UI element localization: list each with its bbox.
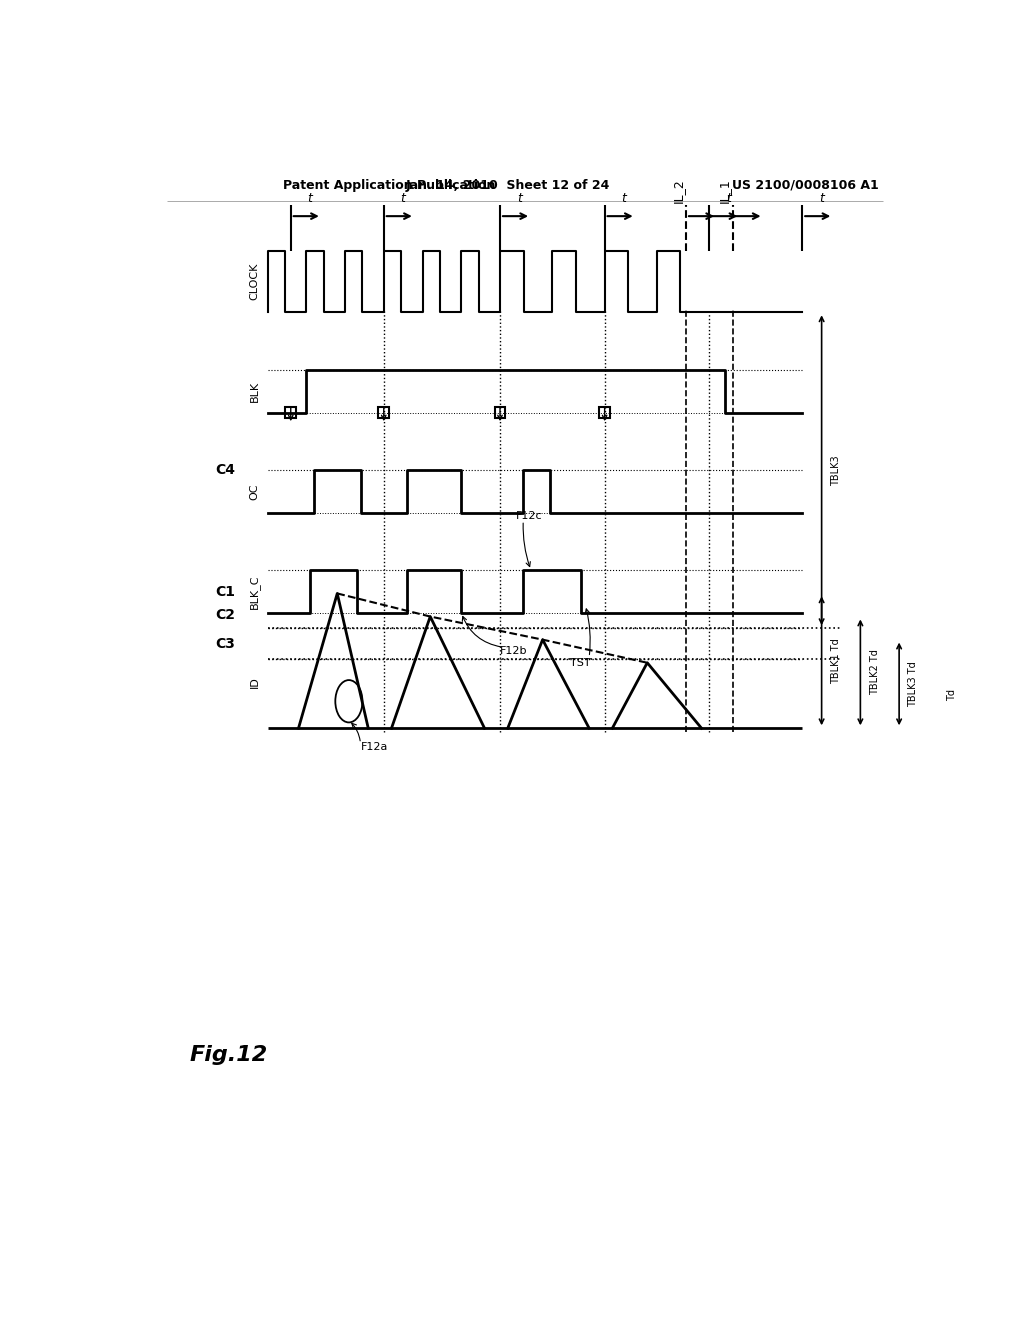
Text: CLOCK: CLOCK [250,263,260,300]
Text: t: t [307,191,312,205]
Bar [599,407,610,418]
Text: BLK_C: BLK_C [249,574,260,609]
Text: IL_1: IL_1 [718,178,731,203]
Text: t: t [726,191,731,205]
Text: Td: Td [947,689,957,701]
Bar [378,407,389,418]
Text: t: t [622,191,627,205]
Text: C4: C4 [215,463,234,478]
Text: C3: C3 [215,636,234,651]
Text: TBLK1 Td: TBLK1 Td [830,638,841,684]
Text: F12b: F12b [500,647,527,656]
Text: TBLK3: TBLK3 [830,455,841,486]
Text: t: t [400,191,406,205]
Text: ID: ID [250,676,260,688]
Text: BLK: BLK [250,380,260,401]
Text: TBLK2 Td: TBLK2 Td [869,649,880,696]
Text: F12a: F12a [360,742,388,752]
Text: IL_2: IL_2 [672,178,685,203]
Text: TBLK3 Td: TBLK3 Td [908,661,919,706]
Text: t: t [819,191,824,205]
Text: C1: C1 [215,585,234,598]
Text: Jan. 14, 2010  Sheet 12 of 24: Jan. 14, 2010 Sheet 12 of 24 [406,178,610,191]
Text: Patent Application Publication: Patent Application Publication [283,178,496,191]
Bar [495,407,506,418]
Text: US 2100/0008106 A1: US 2100/0008106 A1 [732,178,880,191]
Text: Fig.12: Fig.12 [190,1045,268,1065]
Text: t: t [517,191,522,205]
Text: F12c: F12c [515,511,542,521]
Text: OC: OC [250,483,260,500]
Bar [286,407,296,418]
Text: TST: TST [569,657,591,668]
Text: C2: C2 [215,607,234,622]
